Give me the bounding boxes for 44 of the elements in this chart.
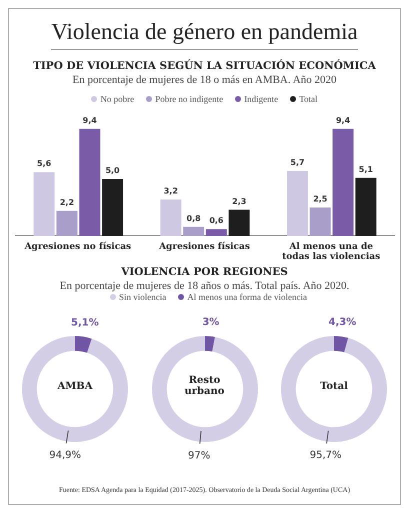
text: AMBA <box>57 380 93 392</box>
chart-title: TIPO DE VIOLENCIA SEGÚN LA SITUACIÓN ECONÓMICA <box>32 60 377 72</box>
data-label: 3% <box>202 316 219 328</box>
bar <box>56 210 77 236</box>
data-label: 97% <box>188 450 210 462</box>
legend-label: Al menos una forma de violencia <box>187 292 307 302</box>
bar <box>286 171 308 236</box>
legend-label: Total <box>299 94 318 104</box>
data-label: 0,6 <box>208 216 224 226</box>
bar <box>205 229 226 236</box>
data-label: 95,7% <box>310 450 342 462</box>
x-tick-label: Al menos una de todas las violencias <box>281 242 382 262</box>
data-label: 9,4 <box>335 116 350 125</box>
data-label: 2,3 <box>232 196 246 206</box>
data-label: 9,4 <box>82 116 97 125</box>
text: Total <box>320 380 348 392</box>
data-label: 5,1 <box>358 164 373 174</box>
x-tick-label: Agresiones no físicas <box>24 242 132 254</box>
data-label: 5,0 <box>104 166 120 176</box>
bar <box>33 172 54 236</box>
bar <box>160 200 181 236</box>
data-label: 0,8 <box>186 214 201 223</box>
text: Violencia de género en pandemia <box>51 19 358 50</box>
bar <box>182 226 204 236</box>
data-label: 94,9% <box>49 450 81 461</box>
bar <box>332 128 354 236</box>
data-label: 3,2 <box>163 186 178 196</box>
text: Resto urbano <box>184 375 226 397</box>
chart-subtitle: En porcentaje de mujeres de 18 o más en AMBA. Año 2020 <box>72 74 338 86</box>
legend-label: Sin violencia <box>119 292 166 302</box>
data-label: 2,5 <box>312 194 328 204</box>
data-label: 4,3% <box>328 317 356 328</box>
legend-label: Indigente <box>244 94 278 104</box>
text: VIOLENCIA POR REGIONES <box>120 266 289 278</box>
data-label: 5,1% <box>71 317 99 328</box>
bar <box>309 208 330 236</box>
data-label: 5,6 <box>36 159 52 168</box>
legend-label: No pobre <box>100 94 134 104</box>
data-label: 5,7 <box>290 158 304 168</box>
x-tick-label: Agresiones físicas <box>159 242 250 254</box>
data-label: 2,2 <box>59 198 74 207</box>
legend-label: Pobre no indigente <box>155 94 224 104</box>
bar <box>78 128 100 236</box>
text: En porcentaje de mujeres de 18 años o más. Total país. Año 2020. <box>58 280 350 292</box>
